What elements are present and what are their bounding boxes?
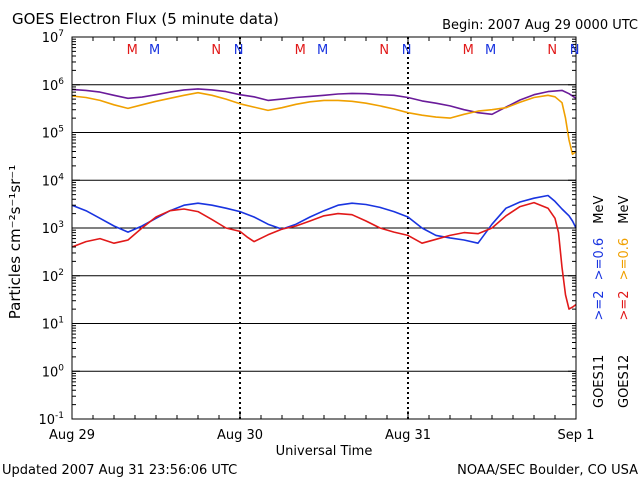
legend-goes12-sat: GOES12 (617, 355, 632, 408)
y-tick-label: 100 (42, 363, 65, 380)
y-tick-label: 107 (42, 29, 64, 46)
y-tick-label: 102 (42, 268, 64, 285)
legend-goes12-e06: >=0.6 (617, 238, 632, 280)
marker-label: M (149, 43, 160, 58)
series-group (71, 88, 577, 310)
x-axis-ticks: Aug 29 Aug 30 Aug 31 Sep 1 (49, 37, 594, 443)
series-line (71, 201, 577, 310)
y-axis-label: Particles cm⁻²s⁻¹sr⁻¹ (6, 165, 24, 319)
marker-label: M (295, 43, 306, 58)
marker-label: N (402, 43, 412, 58)
legend-goes11-e2: >=2 (592, 290, 607, 320)
marker-label: N (234, 43, 244, 58)
footer-updated: Updated 2007 Aug 31 23:56:06 UTC (2, 463, 237, 478)
y-tick-label: 101 (42, 316, 64, 333)
x-tick-label: Sep 1 (558, 428, 595, 443)
x-axis-label: Universal Time (276, 444, 373, 459)
series-line (71, 88, 577, 116)
series-line (71, 194, 577, 244)
legend-goes12: GOES12 >=2 >=0.6 MeV (617, 196, 632, 408)
legend-goes11: GOES11 >=2 >=0.6 MeV (592, 196, 607, 408)
marker-label: M (463, 43, 474, 58)
y-axis-ticks: 107 106 105 104 103 102 101 100 10-1 (38, 29, 576, 428)
series-line (71, 91, 577, 156)
legend-goes11-unit: MeV (592, 196, 607, 224)
y-tick-label: 105 (42, 125, 64, 142)
x-tick-label: Aug 30 (217, 428, 263, 443)
marker-label: N (570, 43, 580, 58)
chart-title: GOES Electron Flux (5 minute data) (12, 10, 279, 28)
y-tick-label: 103 (42, 220, 64, 237)
x-tick-label: Aug 29 (49, 428, 95, 443)
footer-credit: NOAA/SEC Boulder, CO USA (457, 463, 638, 478)
marker-label: M (127, 43, 138, 58)
begin-label: Begin: 2007 Aug 29 0000 UTC (442, 18, 638, 33)
marker-label: N (211, 43, 221, 58)
legend-goes11-sat: GOES11 (592, 355, 607, 408)
marker-label: M (485, 43, 496, 58)
x-tick-label: Aug 31 (385, 428, 431, 443)
marker-label: N (379, 43, 389, 58)
legend-goes12-e2: >=2 (617, 290, 632, 320)
y-tick-label: 104 (42, 172, 65, 189)
marker-label: M (317, 43, 328, 58)
y-tick-label: 106 (42, 77, 65, 94)
y-tick-label: 10-1 (38, 411, 64, 428)
legend-goes11-e06: >=0.6 (592, 238, 607, 280)
marker-label: N (547, 43, 557, 58)
legend-goes12-unit: MeV (617, 196, 632, 224)
